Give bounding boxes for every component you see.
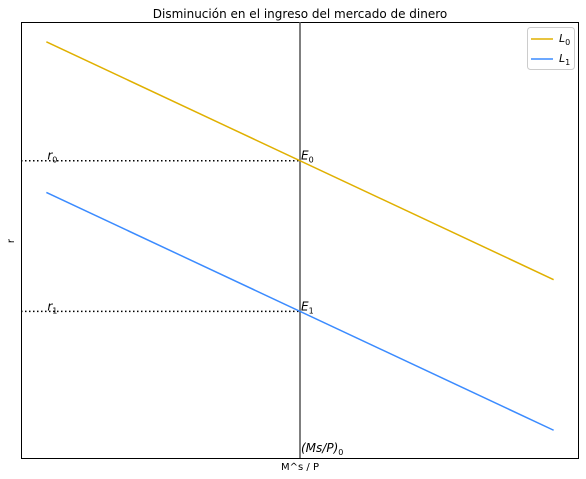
x-axis-label: M^s / P [281,462,319,473]
y-axis-label: r [6,238,17,243]
legend-label-0: L0 [559,32,570,47]
chart-title: Disminución en el ingreso del mercado de… [153,7,448,21]
annotation-layer: E0 r0 E1 r1 (Ms/P)0 [47,149,343,457]
equilibrium-label-1: E1 [301,299,314,315]
money-demand-line-1 [46,191,554,431]
money-demand-line-0 [46,41,554,281]
legend-label-1: L1 [559,52,570,67]
rate-label-1: r1 [47,299,57,315]
series-layer [46,41,554,431]
equilibrium-label-0: E0 [301,149,314,165]
money-supply-label: (Ms/P)0 [301,441,343,457]
rate-label-0: r0 [47,149,57,165]
guides-layer [21,22,301,458]
